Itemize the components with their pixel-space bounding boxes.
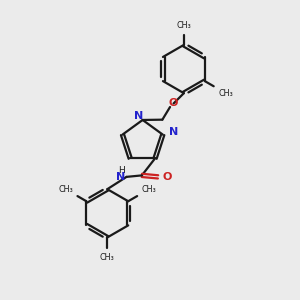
Text: CH₃: CH₃ <box>176 21 191 30</box>
Text: N: N <box>134 110 143 121</box>
Text: CH₃: CH₃ <box>58 184 73 194</box>
Text: O: O <box>169 98 178 109</box>
Text: N: N <box>116 172 125 182</box>
Text: CH₃: CH₃ <box>100 253 115 262</box>
Text: H: H <box>118 166 125 175</box>
Text: CH₃: CH₃ <box>142 184 156 194</box>
Text: O: O <box>163 172 172 182</box>
Text: CH₃: CH₃ <box>218 89 233 98</box>
Text: N: N <box>169 127 178 137</box>
